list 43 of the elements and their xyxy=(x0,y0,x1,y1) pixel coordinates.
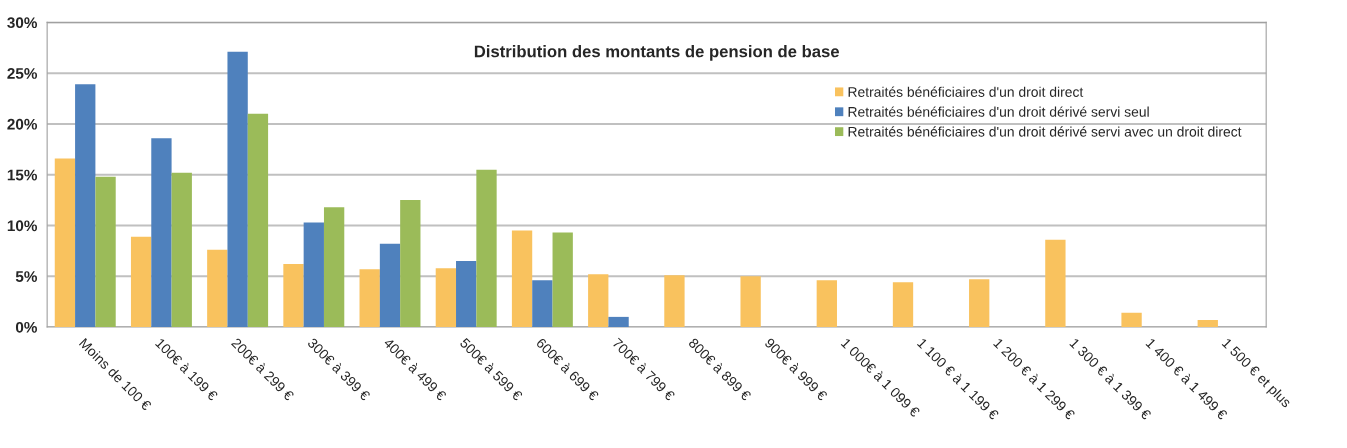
bar xyxy=(816,280,837,328)
x-tick-label: 1 500 € et plus xyxy=(1219,337,1293,410)
legend-label: Retraités bénéficiaires d'un droit direct xyxy=(848,86,1084,97)
y-tick-label: 5% xyxy=(15,271,38,282)
bar xyxy=(227,51,248,328)
bar xyxy=(130,236,152,328)
legend-label: Retraités bénéficiaires d'un droit dérivé servi avec un droit direct xyxy=(848,126,1242,137)
bar xyxy=(379,243,401,328)
bar xyxy=(664,275,685,328)
bar xyxy=(532,280,553,328)
y-tick-label: 0% xyxy=(15,321,38,333)
y-tick-label: 15% xyxy=(7,169,38,181)
bar xyxy=(151,138,172,328)
bar xyxy=(740,276,761,328)
y-tick-label: 30% xyxy=(7,17,38,29)
bar xyxy=(552,232,573,328)
y-tick-label: 25% xyxy=(7,68,38,79)
bar xyxy=(207,249,228,328)
bar xyxy=(303,222,324,328)
y-tick-label: 20% xyxy=(7,118,38,130)
bar xyxy=(247,113,269,328)
bar xyxy=(323,207,345,328)
bar xyxy=(1045,239,1066,328)
bar xyxy=(476,169,497,328)
bar xyxy=(54,158,76,328)
text: Distribution des montants de pension de base xyxy=(474,45,839,61)
bar xyxy=(1121,312,1142,328)
bar xyxy=(171,172,192,328)
bar xyxy=(95,176,116,328)
bar xyxy=(359,269,380,328)
bar xyxy=(969,279,990,328)
bar xyxy=(456,261,477,328)
bar xyxy=(283,264,304,328)
bar xyxy=(511,230,533,328)
bar xyxy=(75,84,96,328)
y-tick-label: 10% xyxy=(7,220,38,232)
bar xyxy=(588,274,609,328)
legend-label: Retraités bénéficiaires d'un droit dérivé servi seul xyxy=(848,106,1149,117)
bar xyxy=(892,282,914,328)
bar xyxy=(1197,319,1218,328)
bar xyxy=(608,316,629,328)
bar xyxy=(400,200,421,328)
bar xyxy=(435,268,457,328)
